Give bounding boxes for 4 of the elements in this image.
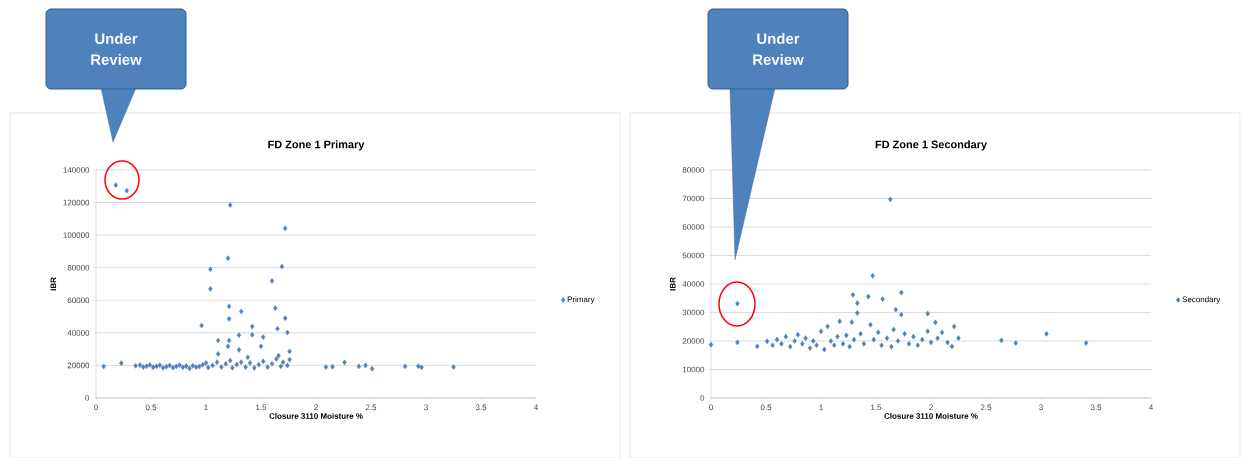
- text: Under Review: [753, 32, 804, 65]
- chart-title: FD Zone 1 Secondary: [875, 140, 987, 151]
- chart-title: FD Zone 1 Primary: [268, 140, 365, 151]
- text: Under Review: [91, 32, 142, 65]
